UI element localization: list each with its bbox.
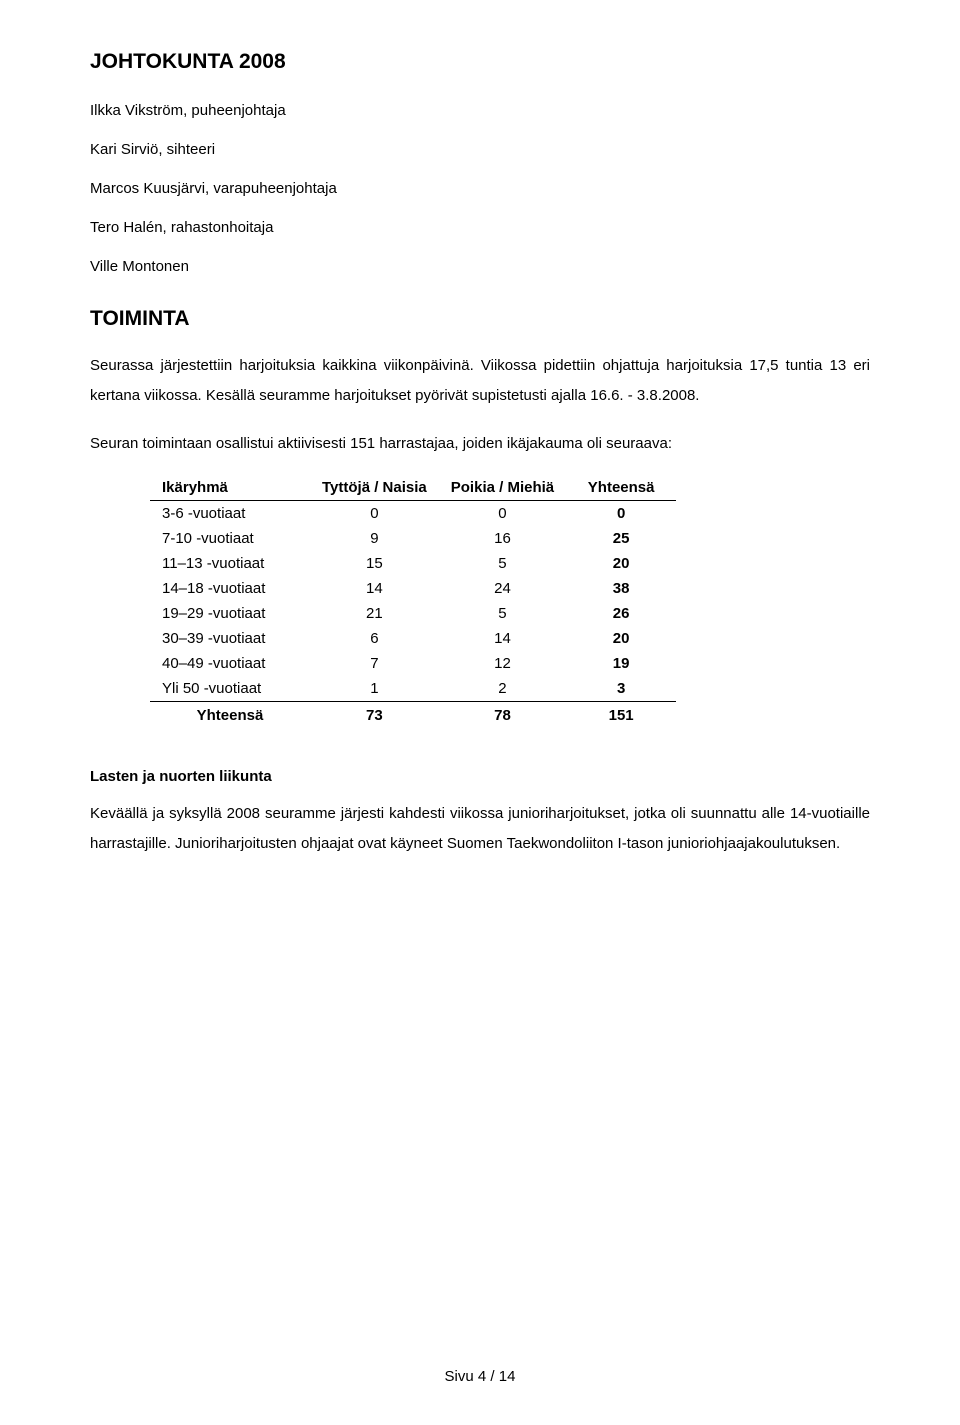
table-cell: 2 xyxy=(439,676,566,702)
board-member: Ilkka Vikström, puheenjohtaja xyxy=(90,102,870,119)
table-cell: 9 xyxy=(310,526,439,551)
age-distribution-table: Ikäryhmä Tyttöjä / Naisia Poikia / Miehi… xyxy=(150,475,676,728)
section-heading: TOIMINTA xyxy=(90,307,870,331)
table-header: Yhteensä xyxy=(566,475,676,501)
table-row: 40–49 -vuotiaat71219 xyxy=(150,651,676,676)
paragraph: Keväällä ja syksyllä 2008 seuramme järje… xyxy=(90,799,870,859)
table-cell: 14 xyxy=(310,576,439,601)
board-member: Tero Halén, rahastonhoitaja xyxy=(90,219,870,236)
table-cell: 19 xyxy=(566,651,676,676)
table-row: 14–18 -vuotiaat142438 xyxy=(150,576,676,601)
table-cell: 15 xyxy=(310,551,439,576)
table-cell: 7 xyxy=(310,651,439,676)
table-cell: 26 xyxy=(566,601,676,626)
page-footer: Sivu 4 / 14 xyxy=(0,1368,960,1385)
table-cell: 73 xyxy=(310,702,439,729)
page-number: Sivu 4 / 14 xyxy=(445,1368,516,1385)
table-cell: 12 xyxy=(439,651,566,676)
table-header: Ikäryhmä xyxy=(150,475,310,501)
table-row: Yli 50 -vuotiaat123 xyxy=(150,676,676,702)
paragraph: Seuran toimintaan osallistui aktiivisest… xyxy=(90,429,870,459)
table-cell: 5 xyxy=(439,601,566,626)
board-member: Kari Sirviö, sihteeri xyxy=(90,141,870,158)
table-cell: 19–29 -vuotiaat xyxy=(150,601,310,626)
table-cell: 3-6 -vuotiaat xyxy=(150,501,310,527)
table-cell: 6 xyxy=(310,626,439,651)
table-cell: Yli 50 -vuotiaat xyxy=(150,676,310,702)
table-cell: 24 xyxy=(439,576,566,601)
table-row: 11–13 -vuotiaat15520 xyxy=(150,551,676,576)
table-cell: 0 xyxy=(439,501,566,527)
table-cell: 20 xyxy=(566,551,676,576)
table-cell: 16 xyxy=(439,526,566,551)
table-cell: 11–13 -vuotiaat xyxy=(150,551,310,576)
table-cell: 0 xyxy=(310,501,439,527)
table-cell: 14 xyxy=(439,626,566,651)
table-cell: 25 xyxy=(566,526,676,551)
table-cell: 38 xyxy=(566,576,676,601)
table-cell: 78 xyxy=(439,702,566,729)
table-cell: 1 xyxy=(310,676,439,702)
table-total-row: Yhteensä 73 78 151 xyxy=(150,702,676,729)
table-cell: 30–39 -vuotiaat xyxy=(150,626,310,651)
table-header: Poikia / Miehiä xyxy=(439,475,566,501)
table-cell: 20 xyxy=(566,626,676,651)
table-cell: 3 xyxy=(566,676,676,702)
table-cell: 151 xyxy=(566,702,676,729)
paragraph: Seurassa järjestettiin harjoituksia kaik… xyxy=(90,351,870,411)
table-cell: 7-10 -vuotiaat xyxy=(150,526,310,551)
table-cell: Yhteensä xyxy=(150,702,310,729)
page-title: JOHTOKUNTA 2008 xyxy=(90,50,870,74)
sub-heading: Lasten ja nuorten liikunta xyxy=(90,768,870,785)
table-row: 3-6 -vuotiaat000 xyxy=(150,501,676,527)
table-row: 7-10 -vuotiaat91625 xyxy=(150,526,676,551)
table-header: Tyttöjä / Naisia xyxy=(310,475,439,501)
table-cell: 40–49 -vuotiaat xyxy=(150,651,310,676)
table-cell: 0 xyxy=(566,501,676,527)
table-row: 30–39 -vuotiaat61420 xyxy=(150,626,676,651)
table-cell: 14–18 -vuotiaat xyxy=(150,576,310,601)
table-cell: 21 xyxy=(310,601,439,626)
table-cell: 5 xyxy=(439,551,566,576)
table-row: 19–29 -vuotiaat21526 xyxy=(150,601,676,626)
board-member: Ville Montonen xyxy=(90,258,870,275)
board-member: Marcos Kuusjärvi, varapuheenjohtaja xyxy=(90,180,870,197)
